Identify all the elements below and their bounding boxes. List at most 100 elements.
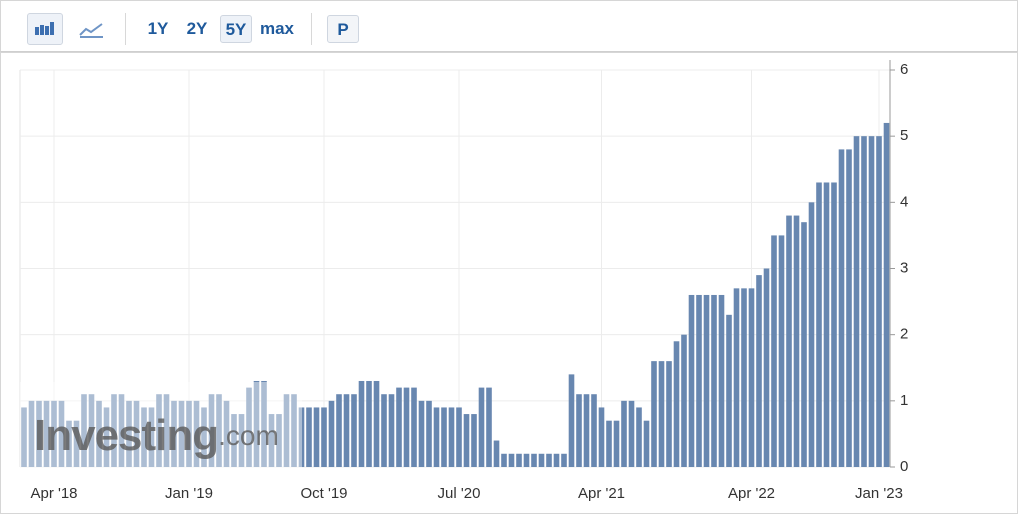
bar bbox=[66, 420, 72, 467]
range-button[interactable]: max bbox=[259, 19, 295, 38]
bar bbox=[51, 400, 57, 467]
bar bbox=[388, 394, 395, 467]
bar bbox=[718, 294, 725, 467]
bar bbox=[351, 394, 357, 467]
bar bbox=[418, 400, 425, 467]
bar bbox=[43, 400, 50, 467]
bars bbox=[21, 122, 890, 468]
bar bbox=[133, 400, 140, 467]
bar bbox=[598, 407, 605, 467]
bar bbox=[831, 182, 837, 467]
bar bbox=[336, 394, 342, 467]
bar bbox=[786, 215, 792, 467]
bar bbox=[96, 400, 102, 467]
bar bbox=[321, 407, 327, 467]
bar bbox=[808, 202, 815, 468]
bar bbox=[268, 414, 275, 467]
bar bbox=[36, 400, 42, 467]
bar bbox=[223, 400, 230, 467]
watermark-text: Investing bbox=[34, 411, 218, 460]
bar bbox=[426, 400, 432, 467]
bar bbox=[703, 294, 710, 467]
bar bbox=[666, 361, 672, 467]
bar bbox=[516, 453, 522, 467]
y-tick-label: 1 bbox=[900, 392, 908, 409]
bar bbox=[531, 453, 537, 467]
bar bbox=[493, 440, 500, 467]
bar bbox=[778, 235, 785, 467]
bar bbox=[651, 361, 657, 467]
bar bbox=[696, 294, 702, 467]
bar bbox=[726, 314, 732, 467]
bar bbox=[538, 453, 545, 467]
bar bbox=[88, 394, 95, 467]
bar bbox=[501, 453, 507, 467]
bar bbox=[73, 420, 80, 467]
x-tick-label: Jan '23 bbox=[855, 485, 903, 502]
bar bbox=[21, 407, 27, 467]
range-button[interactable]: 5Y bbox=[220, 15, 252, 43]
chart: 0 1 2 3 4 5 6 Apr '18 Jan '19 Oct '19 Jul '20 Apr '… bbox=[0, 52, 1018, 514]
bar bbox=[291, 394, 297, 467]
bar bbox=[358, 380, 365, 467]
bar bbox=[306, 407, 312, 467]
bar-chart-icon[interactable] bbox=[27, 13, 63, 45]
bar bbox=[81, 394, 87, 467]
bar bbox=[208, 394, 215, 467]
y-tick-label: 5 bbox=[900, 127, 908, 144]
bar bbox=[313, 407, 320, 467]
bar bbox=[253, 380, 260, 467]
bar bbox=[711, 294, 717, 467]
bar bbox=[771, 235, 777, 467]
bar bbox=[28, 400, 35, 467]
bar bbox=[456, 407, 462, 467]
separator bbox=[125, 13, 126, 45]
watermark-text: .com bbox=[218, 420, 279, 451]
bar bbox=[628, 400, 635, 467]
bar bbox=[853, 136, 860, 467]
bar bbox=[126, 400, 132, 467]
bar bbox=[178, 400, 185, 467]
y-tick-label: 3 bbox=[900, 259, 908, 276]
range-button[interactable]: 1Y bbox=[147, 19, 169, 38]
bar bbox=[478, 387, 485, 467]
bar bbox=[793, 215, 800, 467]
y-tick-label: 2 bbox=[900, 326, 908, 343]
bar bbox=[801, 222, 807, 467]
bar bbox=[561, 453, 567, 467]
bar bbox=[741, 288, 747, 467]
bar bbox=[238, 414, 245, 467]
bar bbox=[403, 387, 410, 467]
bar bbox=[876, 136, 882, 467]
bar bbox=[246, 387, 252, 467]
bar bbox=[141, 407, 147, 467]
bar bbox=[366, 380, 372, 467]
bar bbox=[276, 414, 282, 467]
bar bbox=[411, 387, 417, 467]
range-button[interactable]: 2Y bbox=[186, 19, 208, 38]
x-tick-label: Apr '18 bbox=[30, 485, 77, 502]
bar bbox=[621, 400, 627, 467]
watermark: Investing.com bbox=[34, 411, 279, 460]
x-tick-label: Jan '19 bbox=[165, 485, 213, 502]
bar bbox=[486, 387, 492, 467]
bar bbox=[568, 374, 575, 467]
bar bbox=[471, 414, 477, 467]
x-tick-label: Apr '21 bbox=[578, 485, 625, 502]
line-chart-icon[interactable] bbox=[73, 13, 109, 45]
p-button[interactable]: P bbox=[327, 15, 359, 43]
bar bbox=[156, 394, 162, 467]
y-tick-label: 4 bbox=[900, 193, 908, 210]
bar bbox=[576, 394, 582, 467]
bar bbox=[606, 420, 612, 467]
bar bbox=[883, 122, 890, 467]
x-tick-label: Oct '19 bbox=[300, 485, 347, 502]
bar bbox=[231, 414, 237, 467]
bar bbox=[298, 407, 305, 467]
bar bbox=[756, 275, 762, 467]
bar bbox=[103, 407, 110, 467]
bar bbox=[546, 453, 552, 467]
bar bbox=[846, 149, 852, 467]
bar bbox=[763, 268, 770, 467]
